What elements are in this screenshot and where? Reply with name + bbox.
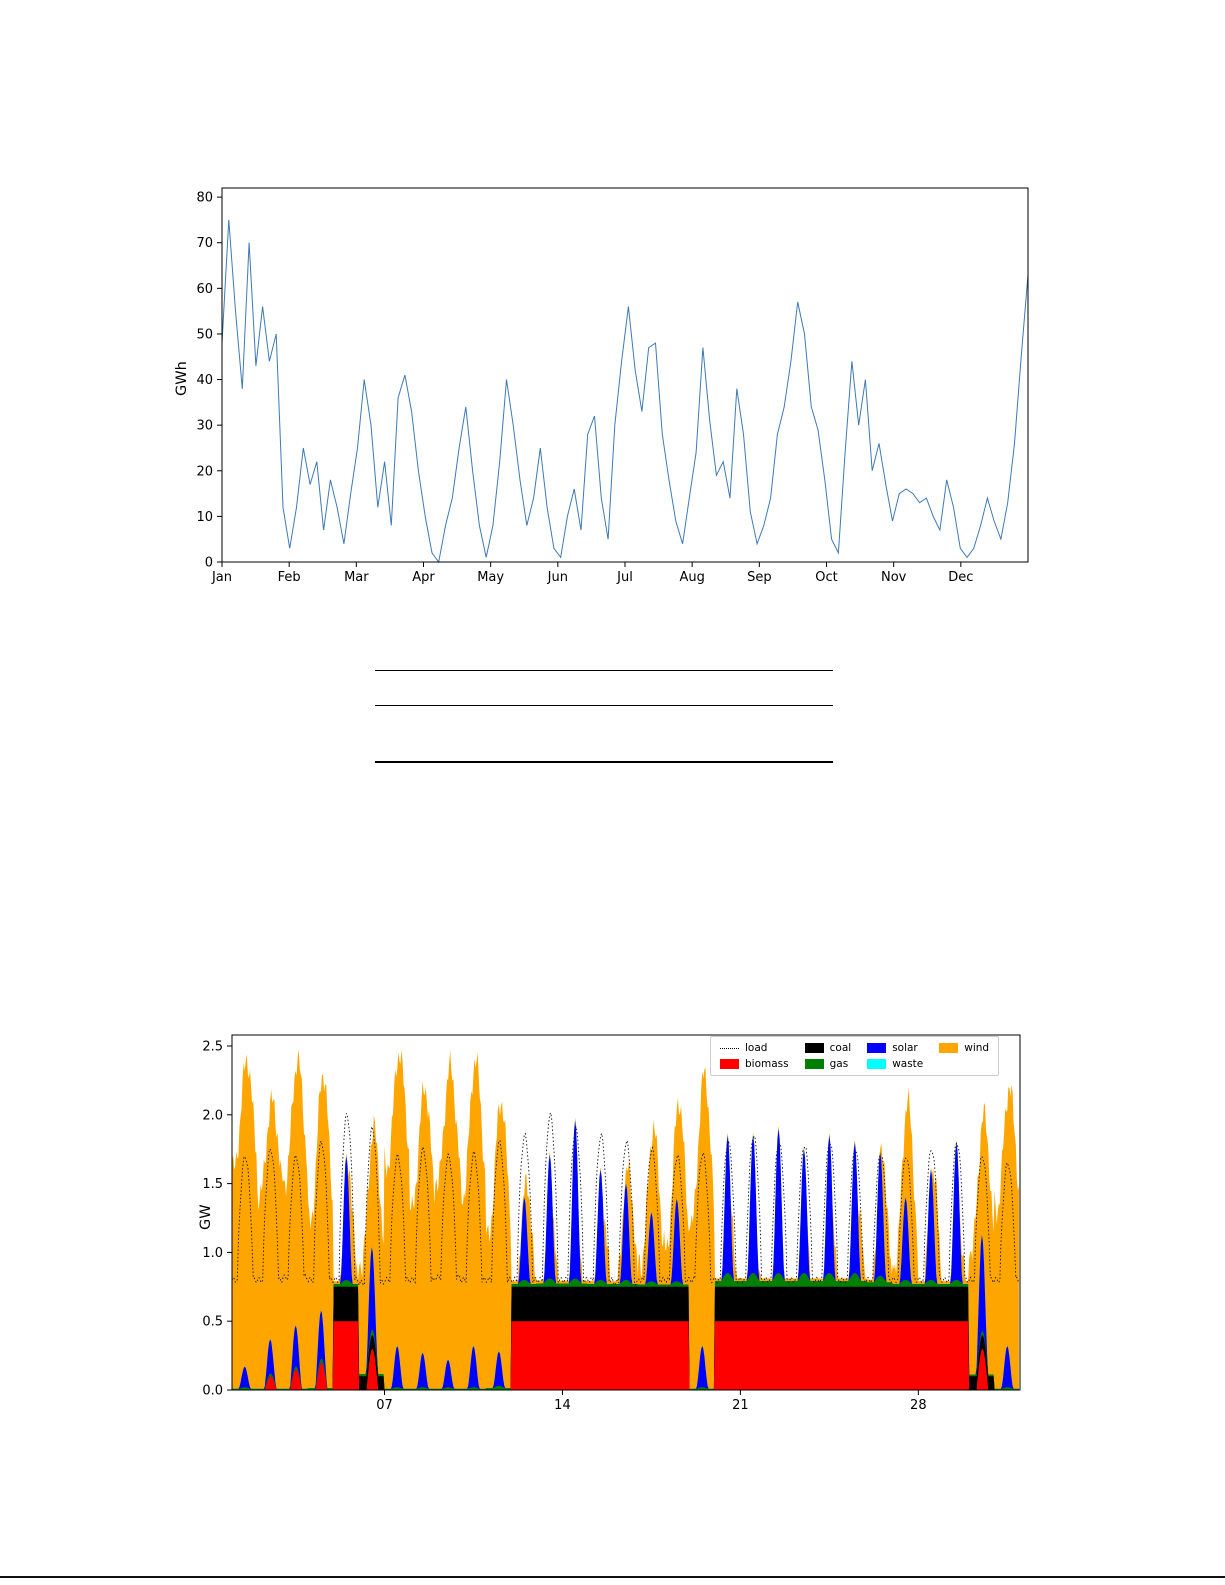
x-tick-label: 07 xyxy=(376,1398,393,1413)
wind-color-swatch xyxy=(939,1043,959,1053)
y-tick-label: 50 xyxy=(196,327,213,342)
monthly-dispatch-area-chart: 0.0 0.5 1.0 1.5 2.0 2.5 07 14 21 28 load biomass co… xyxy=(170,1020,1040,1420)
table-bottom-rule xyxy=(375,761,833,763)
y-tick-label: 2.0 xyxy=(202,1108,223,1123)
monthly-dispatch-area-chart-svg: 0.0 0.5 1.0 1.5 2.0 2.5 07 14 21 28 xyxy=(202,1034,1021,1413)
legend-label: gas xyxy=(829,1058,849,1070)
legend-label: biomass xyxy=(745,1058,789,1070)
x-tick-label: Dec xyxy=(948,570,973,585)
area-biomass xyxy=(232,1321,1019,1390)
y-tick-label: 0 xyxy=(205,556,213,571)
fig1-frame xyxy=(221,187,1029,563)
y-tick-label: 0.5 xyxy=(202,1315,223,1330)
x-tick-label: 28 xyxy=(910,1398,927,1413)
legend-item-load: load xyxy=(720,1042,789,1054)
y-tick-label: 80 xyxy=(196,191,213,206)
solar-color-swatch xyxy=(867,1043,887,1053)
fig1-y-axis-label: GWh xyxy=(174,361,190,396)
empty-ruled-table xyxy=(375,670,833,765)
y-tick-label: 70 xyxy=(196,236,213,251)
table-top-rule xyxy=(375,670,833,671)
x-tick-label: Apr xyxy=(412,570,435,585)
x-tick-label: May xyxy=(477,570,504,585)
x-tick-label: Mar xyxy=(344,570,369,585)
legend-label: waste xyxy=(892,1058,924,1070)
x-tick-label: Feb xyxy=(278,570,301,585)
fig2-legend: load biomass coal gas solar waste wind xyxy=(710,1036,1000,1076)
legend-item-solar: solar xyxy=(867,1042,923,1054)
x-tick-label: Jan xyxy=(211,570,232,585)
y-tick-label: 60 xyxy=(196,282,213,297)
legend-label: solar xyxy=(892,1042,918,1054)
legend-item-biomass: biomass xyxy=(720,1058,789,1070)
y-tick-label: 2.5 xyxy=(202,1040,223,1055)
load-line-swatch xyxy=(720,1047,739,1049)
x-tick-label: Nov xyxy=(881,570,907,585)
waste-color-swatch xyxy=(867,1059,887,1069)
legend-item-waste: waste xyxy=(867,1058,923,1070)
y-tick-label: 40 xyxy=(196,373,213,388)
x-tick-label: 21 xyxy=(732,1398,749,1413)
gas-color-swatch xyxy=(804,1059,824,1069)
coal-color-swatch xyxy=(804,1043,824,1053)
load-line xyxy=(232,1111,1020,1287)
yearly-energy-line-chart: 0 10 20 30 40 50 60 70 80 Jan Feb Mar Apr May Jun Jul Au… xyxy=(160,172,1040,592)
page-bottom-rule xyxy=(0,1576,1225,1578)
biomass-color-swatch xyxy=(720,1059,739,1069)
y-tick-label: 0.0 xyxy=(202,1384,223,1399)
legend-label: load xyxy=(745,1042,768,1054)
table-mid-rule xyxy=(375,705,833,706)
legend-item-wind: wind xyxy=(939,1042,989,1054)
fig2-y-axis-label: GW xyxy=(198,1204,214,1230)
y-tick-label: 20 xyxy=(196,464,213,479)
energy-series-line xyxy=(221,219,1029,564)
x-tick-label: 14 xyxy=(554,1398,571,1413)
x-tick-label: Sep xyxy=(747,570,772,585)
y-tick-label: 10 xyxy=(196,510,213,525)
legend-item-gas: gas xyxy=(804,1058,852,1070)
x-tick-label: Jul xyxy=(616,570,633,585)
x-tick-label: Aug xyxy=(679,570,704,585)
y-tick-label: 1.0 xyxy=(202,1246,223,1261)
legend-label: coal xyxy=(829,1042,852,1054)
fig2-frame xyxy=(231,1034,1021,1391)
yearly-energy-line-chart-svg: 0 10 20 30 40 50 60 70 80 Jan Feb Mar Apr May Jun Jul Au… xyxy=(196,187,1029,585)
x-tick-label: Oct xyxy=(815,570,837,585)
legend-label: wind xyxy=(964,1042,990,1054)
legend-item-coal: coal xyxy=(804,1042,852,1054)
fig2-plot-area xyxy=(232,1049,1020,1390)
y-tick-label: 1.5 xyxy=(202,1177,223,1192)
x-tick-label: Jun xyxy=(547,570,568,585)
y-tick-label: 30 xyxy=(196,419,213,434)
